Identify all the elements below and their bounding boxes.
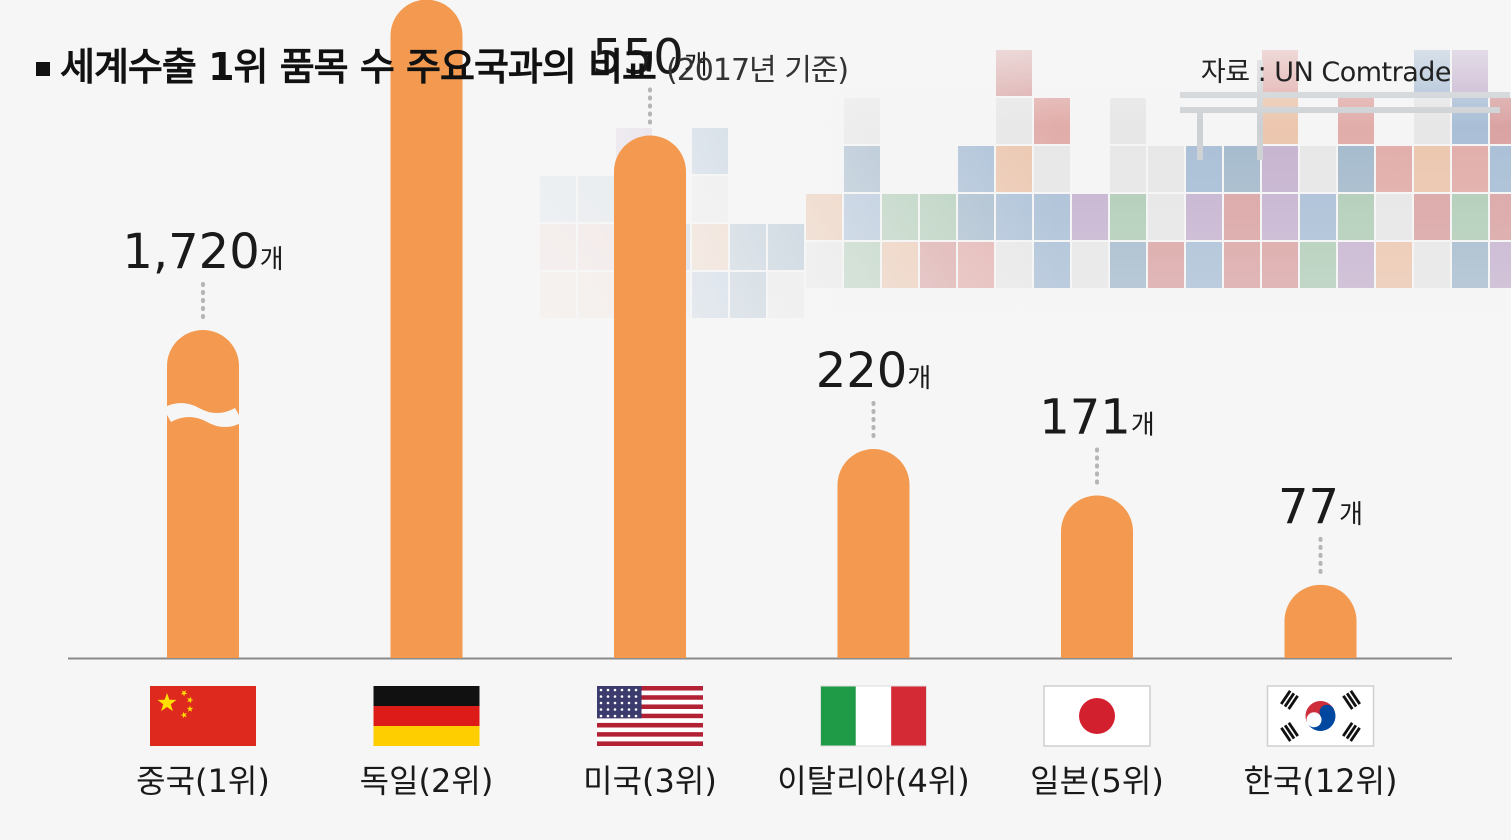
bar xyxy=(167,330,239,658)
value-label: 220개 xyxy=(816,343,932,399)
category-label: 미국(3위) xyxy=(583,762,717,800)
bar xyxy=(390,0,463,658)
bar xyxy=(1284,584,1357,658)
chart-subtitle: (2017년 기준) xyxy=(666,53,849,88)
square-bullet-icon xyxy=(36,62,50,76)
value-label: 1,720개 xyxy=(122,224,283,280)
chart-title: 세계수출 1위 품목 수 주요국과의 비교 xyxy=(60,45,657,89)
value-label: 550개 xyxy=(592,30,708,86)
value-label: 171개 xyxy=(1039,390,1155,446)
chart-header: 세계수출 1위 품목 수 주요국과의 비교 (2017년 기준) xyxy=(36,36,849,91)
value-label: 77개 xyxy=(1278,479,1363,535)
usa-flag xyxy=(597,686,703,746)
germany-flag xyxy=(373,686,480,746)
category-label: 이탈리아(4위) xyxy=(777,762,970,800)
source-note: 자료 : UN Comtrade xyxy=(1200,57,1452,88)
italy-flag xyxy=(820,685,927,747)
category-label: 중국(1위) xyxy=(136,762,270,800)
bar xyxy=(614,135,686,658)
bar xyxy=(1061,495,1133,658)
japan-flag xyxy=(1043,685,1151,747)
category-label: 한국(12위) xyxy=(1243,762,1397,800)
category-label: 일본(5위) xyxy=(1030,762,1164,800)
china-flag xyxy=(150,686,256,746)
bar xyxy=(837,449,910,658)
axis-break-mark xyxy=(163,403,243,427)
category-label: 독일(2위) xyxy=(360,762,494,800)
korea-flag xyxy=(1266,685,1375,747)
